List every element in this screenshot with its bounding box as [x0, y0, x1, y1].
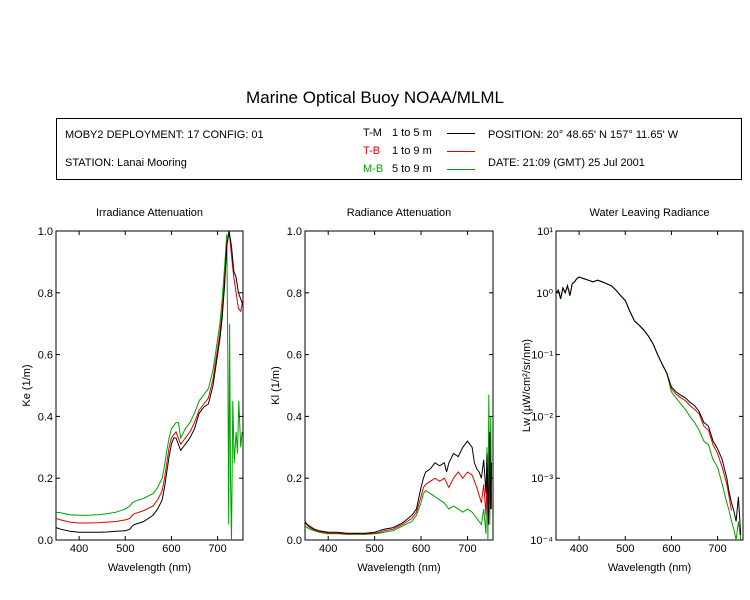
- chart1-ylabel: Ke (1/m): [21, 364, 33, 406]
- chart3-series-t-m: [556, 276, 742, 536]
- legend-range-tm: 1 to 5 m: [392, 127, 432, 139]
- chart1-xtick-label-400: 400: [70, 543, 88, 555]
- chart2-xtick-label-600: 600: [412, 543, 430, 555]
- chart3-xtick-label-400: 400: [570, 543, 588, 555]
- chart2-xtick-label-700: 700: [458, 543, 476, 555]
- chart2-ylabel: Kl (1/m): [270, 366, 282, 405]
- chart3-ytick-label-4: 10⁰: [536, 288, 553, 300]
- chart2-xtick-label-500: 500: [365, 543, 383, 555]
- chart3-xtick-label-600: 600: [662, 543, 680, 555]
- chart1-xtick-label-600: 600: [162, 543, 180, 555]
- legend-line-tb: [447, 151, 475, 152]
- chart1-ytick-label-3: 0.6: [38, 350, 53, 362]
- info-box: MOBY2 DEPLOYMENT: 17 CONFIG: 01 STATION:…: [56, 118, 742, 180]
- chart1-title: Irradiance Attenuation: [96, 207, 203, 219]
- chart2-ytick-label-4: 0.8: [287, 288, 302, 300]
- chart3-frame: [555, 230, 744, 541]
- chart3-series-t-b: [556, 276, 732, 511]
- position-text: POSITION: 20° 48.65' N 157° 11.65' W: [488, 129, 679, 141]
- chart1-xtick-label-500: 500: [116, 543, 134, 555]
- page-title: Marine Optical Buoy NOAA/MLML: [246, 88, 504, 107]
- chart1-xtick-label-700: 700: [208, 543, 226, 555]
- chart1-series-m-b: [56, 234, 243, 540]
- chart2-ytick-label-5: 1.0: [287, 226, 302, 238]
- chart2-series-t-b: [305, 471, 493, 535]
- chart3-ytick-label-2: 10⁻²: [531, 411, 553, 423]
- chart2-ytick-label-1: 0.2: [287, 473, 302, 485]
- chart1-ytick-label-5: 1.0: [38, 226, 53, 238]
- chart2-ytick-label-3: 0.6: [287, 350, 302, 362]
- legend-code-tb: T-B: [363, 145, 381, 157]
- chart1-ytick-label-0: 0.0: [38, 535, 53, 547]
- chart3-series-m-b: [556, 276, 742, 540]
- station-text: STATION: Lanai Mooring: [65, 157, 187, 169]
- legend-code-tm: T-M: [363, 127, 382, 139]
- chart2-frame: [304, 230, 494, 541]
- chart3-title: Water Leaving Radiance: [589, 207, 709, 219]
- legend-line-tm: [447, 133, 475, 134]
- chart1-series-t-m: [56, 231, 243, 533]
- chart1-series-t-b: [56, 231, 243, 524]
- chart1-frame: [55, 230, 244, 541]
- chart2-title: Radiance Attenuation: [347, 207, 452, 219]
- chart3-xtick-label-700: 700: [708, 543, 726, 555]
- chart3-xtick-label-500: 500: [616, 543, 634, 555]
- chart3-ytick-label-1: 10⁻³: [531, 473, 553, 485]
- chart3-ytick-label-5: 10¹: [537, 226, 553, 238]
- chart2-series-t-m: [305, 431, 493, 534]
- legend-code-mb: M-B: [363, 163, 384, 175]
- chart2-ytick-label-2: 0.4: [287, 411, 302, 423]
- chart3-xlabel: Wavelength (nm): [608, 562, 691, 574]
- chart3-ylabel: Lw (µW/cm²/sr/nm): [521, 339, 533, 432]
- chart2-xtick-label-400: 400: [319, 543, 337, 555]
- chart3-ytick-label-3: 10⁻¹: [531, 350, 553, 362]
- chart3-ytick-label-0: 10⁻⁴: [530, 535, 553, 547]
- chart1-ytick-label-1: 0.2: [38, 473, 53, 485]
- date-text: DATE: 21:09 (GMT) 25 Jul 2001: [488, 157, 645, 169]
- chart1-ytick-label-4: 0.8: [38, 288, 53, 300]
- chart1-ytick-label-2: 0.4: [38, 411, 53, 423]
- legend-line-mb: [447, 169, 475, 170]
- chart2-series-m-b: [305, 394, 493, 540]
- deployment-text: MOBY2 DEPLOYMENT: 17 CONFIG: 01: [65, 129, 264, 141]
- legend-range-tb: 1 to 9 m: [392, 145, 432, 157]
- chart1-xlabel: Wavelength (nm): [108, 562, 191, 574]
- chart2-xlabel: Wavelength (nm): [357, 562, 440, 574]
- chart2-ytick-label-0: 0.0: [287, 535, 302, 547]
- legend-range-mb: 5 to 9 m: [392, 163, 432, 175]
